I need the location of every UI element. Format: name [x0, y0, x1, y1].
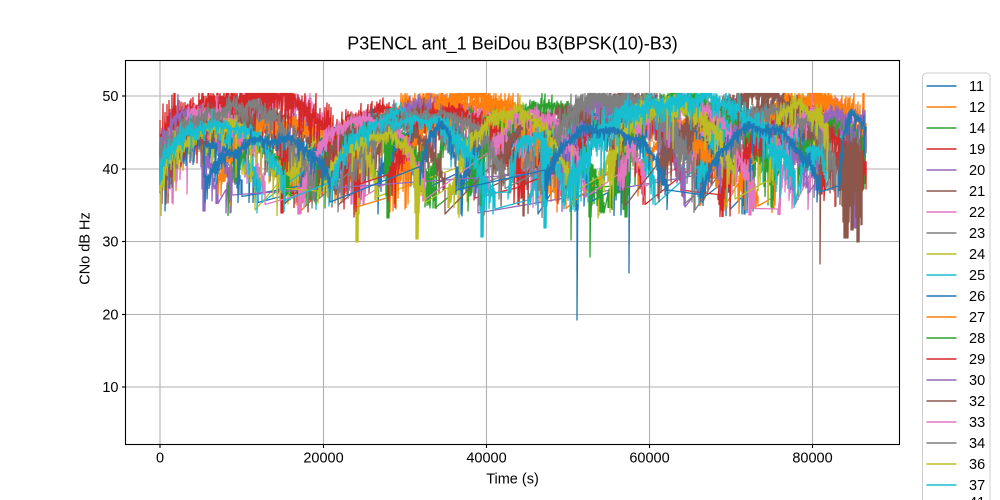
svg-text:20: 20 — [102, 308, 118, 324]
svg-text:34: 34 — [969, 436, 985, 452]
svg-text:23: 23 — [969, 226, 985, 242]
svg-text:41: 41 — [969, 495, 985, 500]
svg-text:29: 29 — [969, 352, 985, 368]
svg-text:22: 22 — [969, 205, 985, 221]
svg-text:24: 24 — [969, 247, 985, 263]
svg-text:20000: 20000 — [303, 451, 343, 467]
svg-text:80000: 80000 — [792, 451, 832, 467]
svg-text:40: 40 — [102, 162, 118, 178]
svg-text:12: 12 — [969, 100, 985, 116]
svg-text:0: 0 — [156, 451, 164, 467]
svg-text:30: 30 — [102, 235, 118, 251]
svg-text:25: 25 — [969, 268, 985, 284]
svg-text:28: 28 — [969, 331, 985, 347]
svg-text:33: 33 — [969, 415, 985, 431]
svg-text:CNo dB Hz: CNo dB Hz — [78, 212, 94, 285]
svg-text:10: 10 — [102, 380, 118, 396]
svg-text:32: 32 — [969, 394, 985, 410]
svg-text:30: 30 — [969, 373, 985, 389]
svg-text:27: 27 — [969, 310, 985, 326]
svg-text:40000: 40000 — [466, 451, 506, 467]
svg-text:36: 36 — [969, 457, 985, 473]
svg-text:26: 26 — [969, 289, 985, 305]
svg-text:14: 14 — [969, 121, 985, 137]
svg-text:19: 19 — [969, 142, 985, 158]
svg-text:50: 50 — [102, 89, 118, 105]
svg-text:37: 37 — [969, 478, 985, 494]
svg-text:60000: 60000 — [629, 451, 669, 467]
svg-text:Time (s): Time (s) — [486, 472, 539, 488]
svg-text:P3ENCL ant_1 BeiDou B3(BPSK(10: P3ENCL ant_1 BeiDou B3(BPSK(10)-B3) — [347, 34, 678, 55]
svg-text:11: 11 — [969, 79, 984, 95]
svg-text:20: 20 — [969, 163, 985, 179]
svg-text:21: 21 — [969, 184, 985, 200]
